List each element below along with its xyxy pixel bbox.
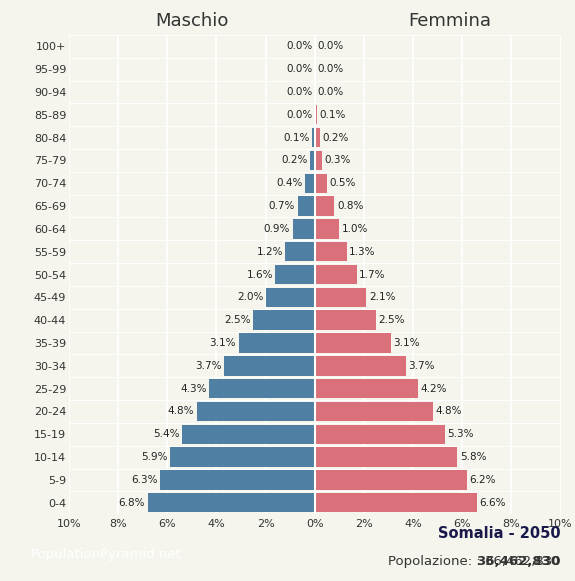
Text: 1.6%: 1.6% [247, 270, 273, 279]
Text: 1.2%: 1.2% [256, 247, 283, 257]
Bar [315, 333, 391, 353]
Text: 0.8%: 0.8% [337, 201, 363, 211]
Bar [315, 402, 433, 421]
Text: 3.7%: 3.7% [408, 361, 435, 371]
Bar [315, 425, 445, 444]
Text: 0.0%: 0.0% [317, 64, 343, 74]
Text: 0.0%: 0.0% [317, 87, 343, 97]
Bar [315, 150, 322, 170]
Bar [239, 333, 315, 353]
Bar [315, 128, 320, 147]
Text: 5.4%: 5.4% [153, 429, 179, 439]
Text: 0.0%: 0.0% [317, 41, 343, 51]
Text: 2.0%: 2.0% [237, 292, 263, 302]
Text: 5.9%: 5.9% [141, 452, 167, 462]
Text: 0.7%: 0.7% [269, 201, 295, 211]
Text: PopulationPyramid.net: PopulationPyramid.net [31, 548, 182, 561]
Bar [315, 288, 366, 307]
Bar [305, 174, 315, 193]
Bar [315, 242, 347, 261]
Text: 2.1%: 2.1% [369, 292, 396, 302]
Text: 0.0%: 0.0% [286, 87, 312, 97]
Text: 3.1%: 3.1% [393, 338, 420, 348]
Bar [224, 356, 315, 375]
Text: 0.2%: 0.2% [322, 132, 348, 142]
Text: 3.1%: 3.1% [210, 338, 236, 348]
Bar [170, 447, 315, 467]
Bar [197, 402, 315, 421]
Bar [315, 265, 356, 284]
Text: 4.8%: 4.8% [435, 407, 462, 417]
Text: 0.1%: 0.1% [320, 110, 346, 120]
Text: Somalia - 2050: Somalia - 2050 [438, 526, 561, 541]
Text: 6.3%: 6.3% [131, 475, 158, 485]
Text: 5.8%: 5.8% [460, 452, 486, 462]
Bar [315, 105, 317, 124]
Bar [160, 470, 315, 490]
Bar [315, 310, 376, 330]
Text: 2.5%: 2.5% [224, 315, 251, 325]
Text: 0.4%: 0.4% [276, 178, 302, 188]
Text: Popolazione: : 36,462,830: Popolazione: : 36,462,830 [388, 555, 561, 568]
Bar [312, 128, 315, 147]
Bar [315, 447, 457, 467]
Bar [182, 425, 315, 444]
Bar [315, 493, 477, 512]
Text: 4.3%: 4.3% [180, 383, 206, 394]
Text: Femmina: Femmina [408, 12, 492, 30]
Text: 1.0%: 1.0% [342, 224, 368, 234]
Text: 4.2%: 4.2% [420, 383, 447, 394]
Bar [315, 470, 467, 490]
Bar [298, 196, 315, 216]
Text: 2.5%: 2.5% [379, 315, 405, 325]
Bar [148, 493, 315, 512]
Text: 0.2%: 0.2% [281, 155, 308, 166]
Text: 0.9%: 0.9% [264, 224, 290, 234]
Text: 5.3%: 5.3% [447, 429, 474, 439]
Text: 0.0%: 0.0% [286, 64, 312, 74]
Bar [315, 196, 335, 216]
Text: 3.7%: 3.7% [195, 361, 221, 371]
Text: 1.7%: 1.7% [359, 270, 386, 279]
Bar [266, 288, 315, 307]
Bar [315, 174, 327, 193]
Text: 6.6%: 6.6% [480, 498, 506, 508]
Text: 1.3%: 1.3% [349, 247, 375, 257]
Text: 6.8%: 6.8% [118, 498, 145, 508]
Bar [293, 219, 315, 239]
Text: 0.0%: 0.0% [286, 110, 312, 120]
Text: 0.1%: 0.1% [283, 132, 310, 142]
Bar [209, 379, 315, 399]
Bar [285, 242, 315, 261]
Bar [275, 265, 315, 284]
Text: 0.0%: 0.0% [286, 41, 312, 51]
Text: Maschio: Maschio [155, 12, 229, 30]
Text: 0.3%: 0.3% [325, 155, 351, 166]
Text: 6.2%: 6.2% [470, 475, 496, 485]
Text: 0.5%: 0.5% [329, 178, 356, 188]
Bar [310, 150, 315, 170]
Text: 36,462,830: 36,462,830 [477, 555, 561, 568]
Bar [315, 379, 418, 399]
Bar [315, 356, 406, 375]
Bar [315, 219, 339, 239]
Bar [254, 310, 315, 330]
Text: 4.8%: 4.8% [168, 407, 194, 417]
